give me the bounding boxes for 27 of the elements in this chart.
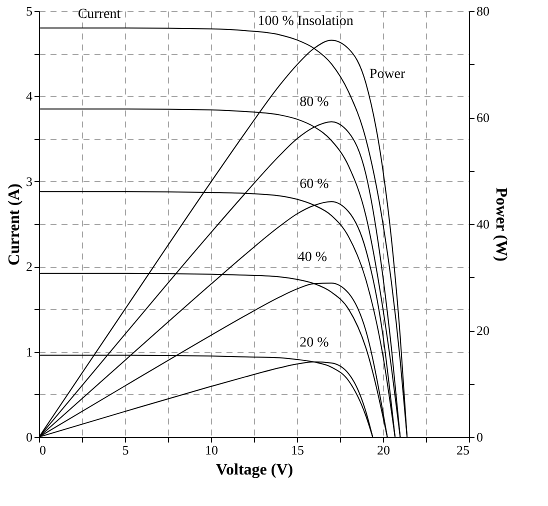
y-axis-title: Current (A)	[6, 184, 23, 266]
y-tick-label: 1	[26, 344, 32, 360]
annotation: 100 % Insolation	[258, 14, 354, 30]
x-tick-label: 10	[205, 442, 218, 458]
annotation: Power	[369, 67, 406, 82]
y2-tick-label: 40	[476, 216, 490, 232]
y2-tick-label: 20	[476, 323, 490, 338]
x-axis-title: Voltage (V)	[216, 462, 294, 478]
y-tick-label: 0	[26, 430, 32, 444]
annotation: 80 %	[300, 95, 330, 110]
annotation: 60 %	[300, 176, 330, 192]
y-tick-label: 5	[26, 4, 32, 18]
x-tick-label: 0	[40, 442, 46, 458]
x-tick-label: 5	[122, 442, 129, 458]
x-tick-label: 20	[377, 442, 390, 458]
annotation: 20 %	[300, 335, 330, 350]
x-tick-label: 15	[291, 442, 304, 458]
annotation: 40 %	[298, 250, 328, 266]
y2-axis-title: Power (W)	[492, 188, 510, 262]
x-tick-label: 25	[456, 442, 470, 458]
y2-tick-label: 80	[476, 4, 490, 18]
y-tick-label: 3	[26, 174, 32, 189]
y2-tick-label: 60	[476, 110, 490, 125]
y-tick-label: 2	[26, 259, 32, 274]
annotation: Current	[78, 6, 121, 22]
y-tick-label: 4	[26, 88, 33, 104]
y2-tick-label: 0	[476, 430, 483, 444]
